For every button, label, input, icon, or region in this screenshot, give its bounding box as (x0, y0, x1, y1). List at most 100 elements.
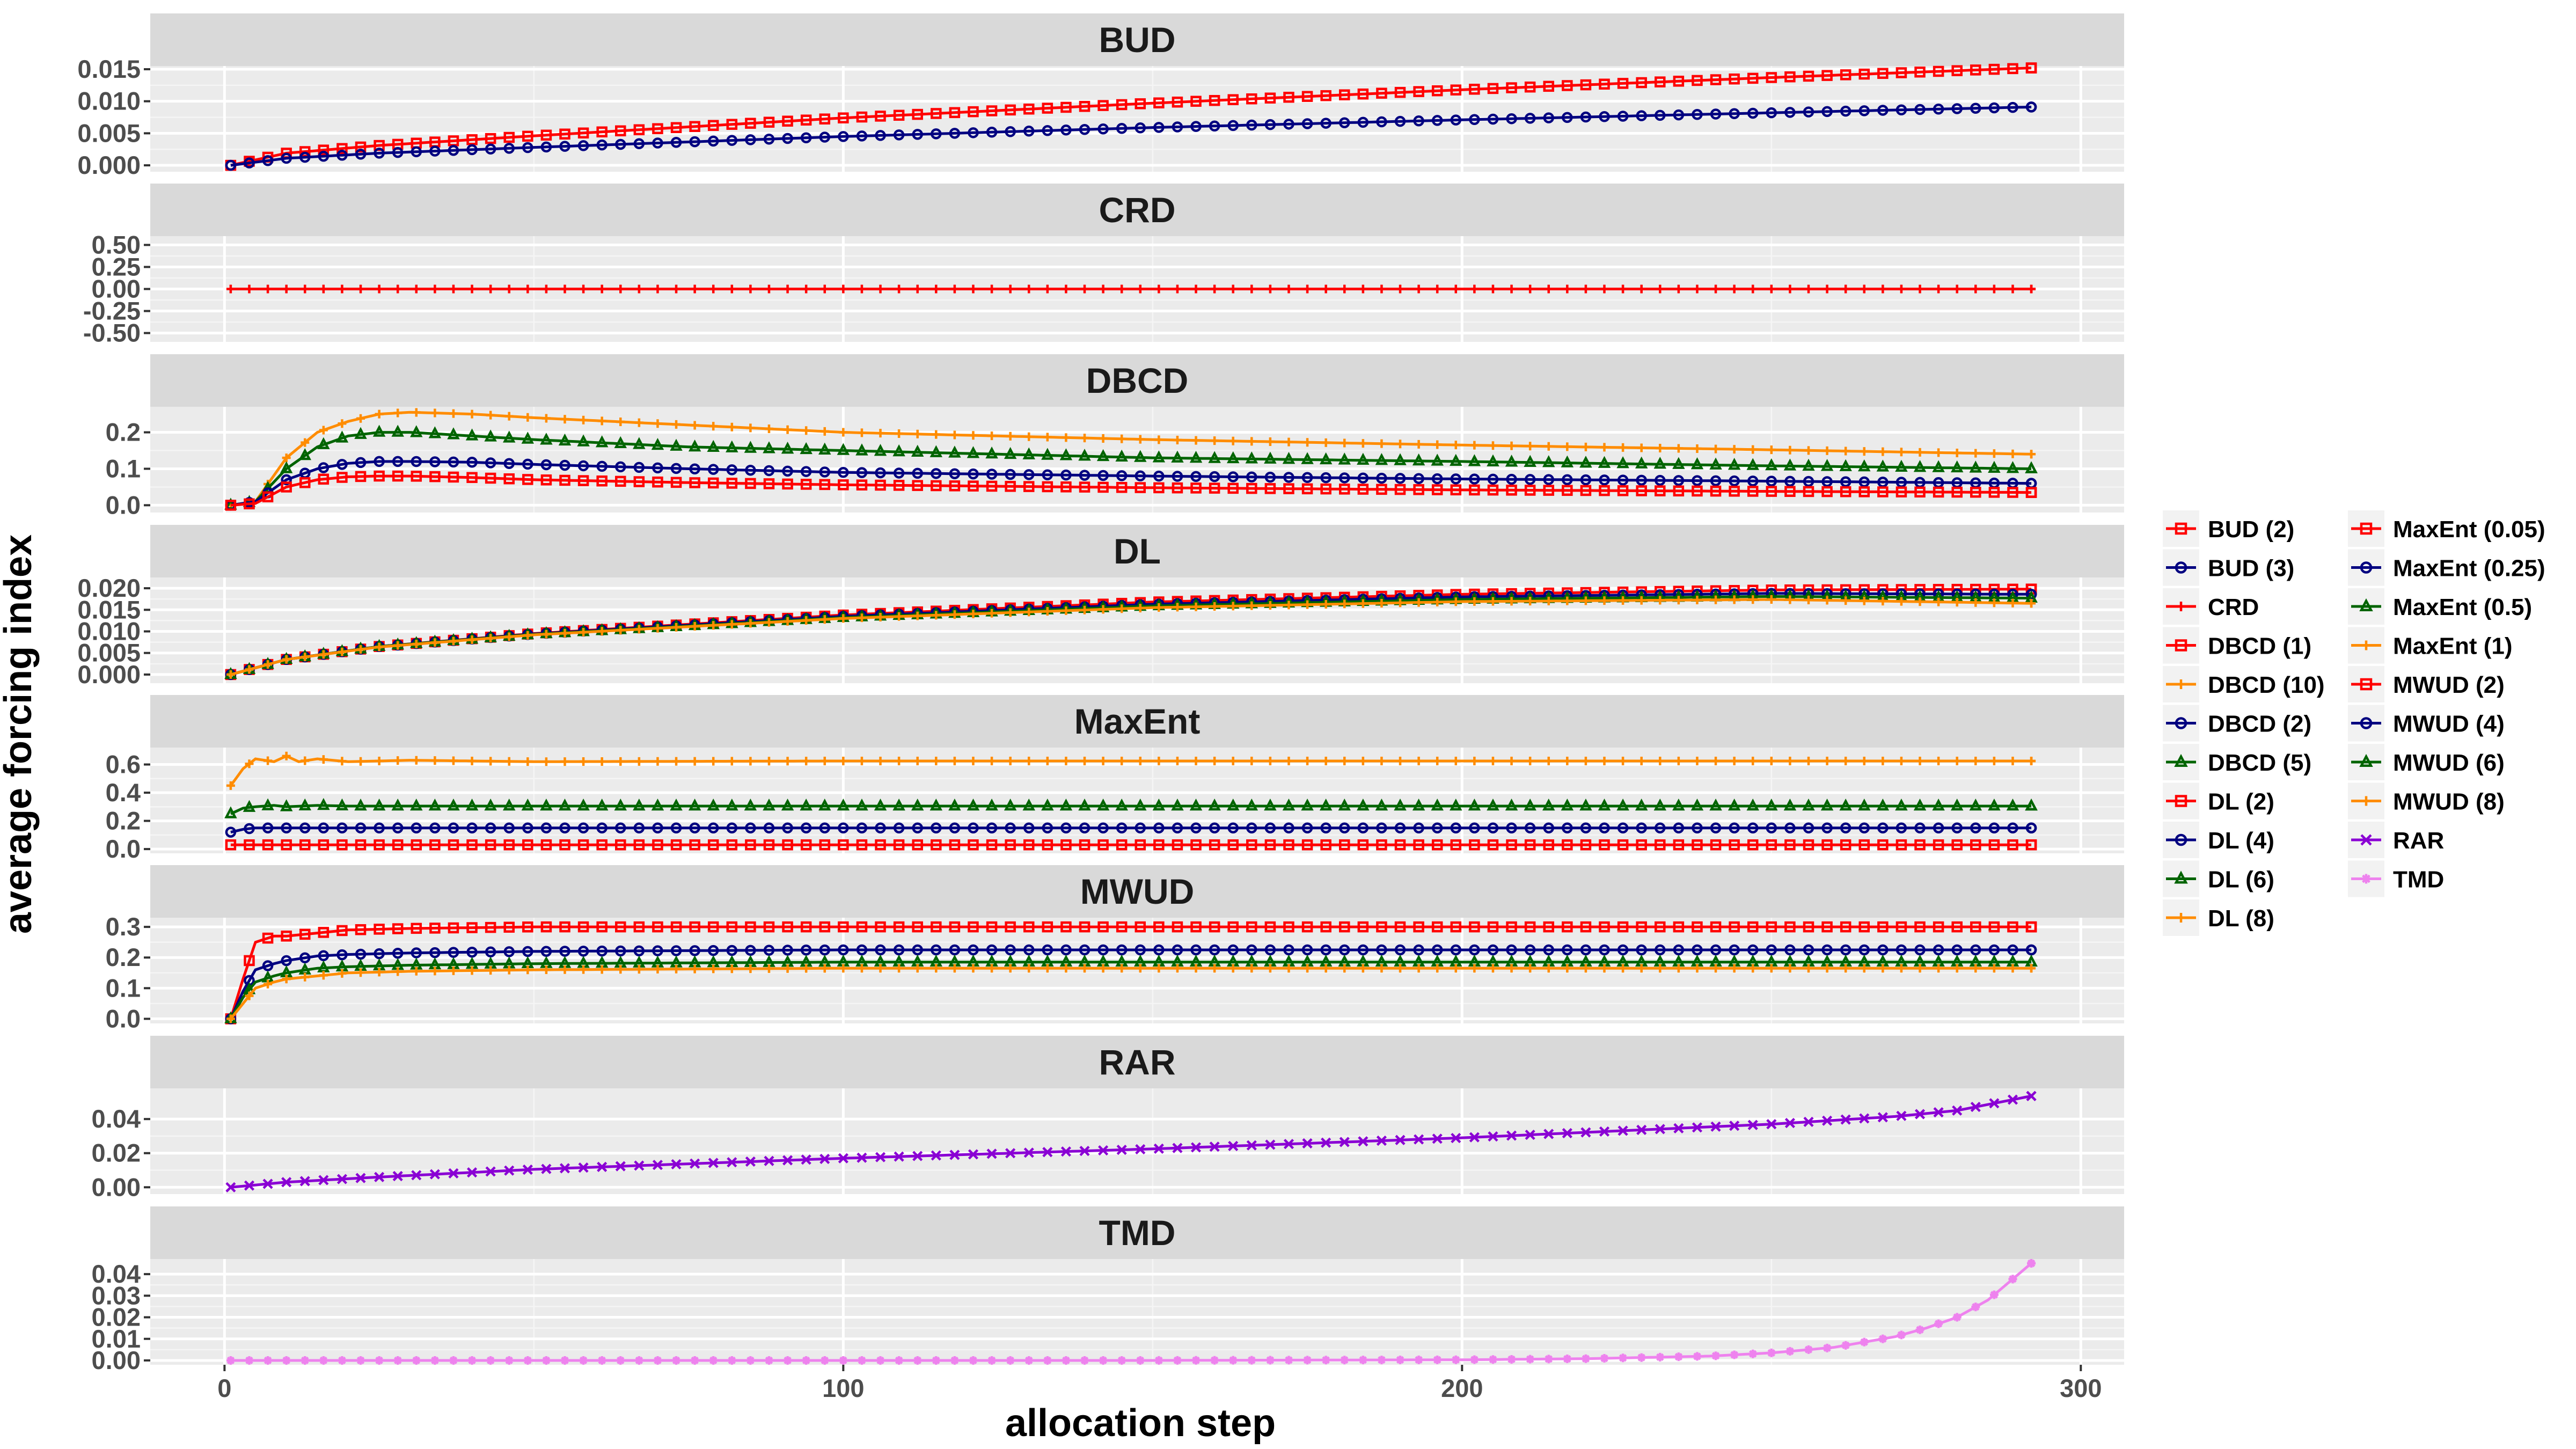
series-points (225, 101, 2037, 171)
y-tick-label: 0.6 (106, 750, 141, 779)
series-points (226, 751, 2036, 790)
series-mwud-8 (226, 964, 2036, 1023)
series-dl-8 (226, 595, 2036, 679)
series-points (225, 822, 2037, 838)
y-tick-label: 0.25 (92, 252, 141, 281)
series-crd (226, 284, 2036, 294)
facet-title: BUD (1099, 20, 1176, 60)
legend-item-rar: RAR (2348, 822, 2444, 858)
facet-strip (150, 354, 2124, 407)
panel-rar: RAR 0.00 0.02 0.04 (92, 1036, 2124, 1201)
y-tick-label: 0.04 (92, 1104, 141, 1133)
legend-label: BUD (3) (2208, 555, 2294, 582)
y-tick-label: 0.2 (106, 943, 141, 971)
y-tick-label: 0.005 (77, 639, 141, 667)
legend-item-mwud-2: MWUD (2) (2348, 666, 2505, 702)
legend-label: MaxEnt (0.05) (2393, 516, 2545, 543)
panel-bud: BUD 0.000 0.005 0.010 0.015 (77, 13, 2124, 179)
series-points (226, 964, 2036, 1023)
legend-label: DL (4) (2208, 828, 2274, 854)
series-mwud-2 (225, 921, 2037, 1024)
y-tick-label: 0.015 (77, 55, 141, 83)
x-tick-label: 200 (1441, 1374, 1483, 1402)
y-tick-label: 0.50 (92, 230, 141, 259)
x-tick-label: 0 (217, 1374, 231, 1402)
legend: BUD (2) BUD (3) CRD DBCD (1) DBCD (10) DBCD (… (2163, 510, 2545, 936)
facet-strip (150, 865, 2124, 918)
y-tick-label: 0.2 (106, 418, 141, 447)
series-points (226, 595, 2036, 679)
y-tick-label: 0.04 (92, 1260, 141, 1288)
legend-item-maxent-0-5: MaxEnt (0.5) (2348, 588, 2532, 625)
series-maxent-1 (226, 751, 2036, 790)
series-line (230, 1094, 2032, 1189)
y-axis-title: average forcing index (0, 535, 40, 934)
y-tick-label: -0.25 (83, 297, 141, 325)
y-tick-label: 0.00 (92, 1173, 141, 1201)
legend-label: DL (8) (2208, 905, 2274, 932)
series-points (226, 408, 2036, 510)
x-axis-title: allocation step (1005, 1402, 1276, 1445)
y-tick-label: 0.00 (92, 1346, 141, 1374)
series-points (226, 1259, 2036, 1365)
y-tick-label: 0.3 (106, 912, 141, 941)
y-tick-label: 0.1 (106, 974, 141, 1002)
y-tick-label: 0.015 (77, 595, 141, 624)
legend-label: TMD (2393, 867, 2444, 893)
facet-strip (150, 525, 2124, 577)
y-tick-label: 0.005 (77, 119, 141, 147)
legend-item-dbcd-10: DBCD (10) (2163, 666, 2325, 702)
series-maxent-0-5 (224, 797, 2038, 818)
legend-item-bud-2: BUD (2) (2163, 510, 2294, 547)
legend-item-dl-8: DL (8) (2163, 899, 2274, 936)
series-points (224, 425, 2038, 510)
legend-label: MaxEnt (0.25) (2393, 555, 2545, 582)
legend-label: MaxEnt (0.5) (2393, 594, 2532, 620)
legend-item-dl-4: DL (4) (2163, 822, 2274, 858)
panel-background (150, 1088, 2124, 1194)
legend-item-tmd: TMD (2348, 860, 2444, 897)
legend-label: DBCD (10) (2208, 672, 2325, 698)
y-tick-label: 0.03 (92, 1281, 141, 1309)
facet-title: DBCD (1086, 361, 1189, 400)
series-points (224, 797, 2038, 818)
y-tick-label: 0.0 (106, 491, 141, 519)
legend-label: MaxEnt (1) (2393, 633, 2512, 660)
facet-title: CRD (1099, 190, 1176, 230)
y-tick-label: 0.0 (106, 835, 141, 863)
facet-strip (150, 184, 2124, 236)
y-tick-label: 0.4 (106, 778, 141, 807)
legend-label: DBCD (2) (2208, 711, 2311, 737)
facet-title: MWUD (1080, 872, 1195, 911)
legend-item-dbcd-5: DBCD (5) (2163, 744, 2311, 780)
legend-item-mwud-8: MWUD (8) (2348, 782, 2505, 819)
series-points (225, 944, 2037, 1024)
facet-title: MaxEnt (1074, 701, 1201, 741)
facet-strip (150, 695, 2124, 748)
y-tick-label: 0.010 (77, 617, 141, 646)
series-dbcd-2 (225, 456, 2037, 511)
legend-label: BUD (2) (2208, 516, 2294, 543)
legend-item-dbcd-2: DBCD (2) (2163, 705, 2311, 742)
panel-mwud: MWUD 0.00.1 0.20.3 (106, 865, 2124, 1033)
x-tick-label: 300 (2060, 1374, 2102, 1402)
series-dbcd-10 (226, 408, 2036, 510)
panel-background (150, 66, 2124, 172)
legend-label: RAR (2393, 828, 2444, 854)
panel-crd: CRD -0.50-0.250.000.250.50 (83, 184, 2124, 347)
series-bud-3 (225, 101, 2037, 171)
y-tick-label: 0.02 (92, 1303, 141, 1331)
legend-item-mwud-6: MWUD (6) (2348, 744, 2505, 780)
legend-item-dbcd-1: DBCD (1) (2163, 627, 2311, 664)
legend-item-crd: CRD (2163, 588, 2259, 625)
y-tick-label: 0.02 (92, 1139, 141, 1167)
y-tick-label: 0.01 (92, 1324, 141, 1353)
legend-item-bud-3: BUD (3) (2163, 549, 2294, 586)
legend-item-dl-6: DL (6) (2163, 860, 2274, 897)
facet-title: TMD (1099, 1213, 1176, 1253)
series-mwud-4 (225, 944, 2037, 1024)
legend-label: DBCD (5) (2208, 750, 2311, 776)
panel-background (150, 1259, 2124, 1365)
